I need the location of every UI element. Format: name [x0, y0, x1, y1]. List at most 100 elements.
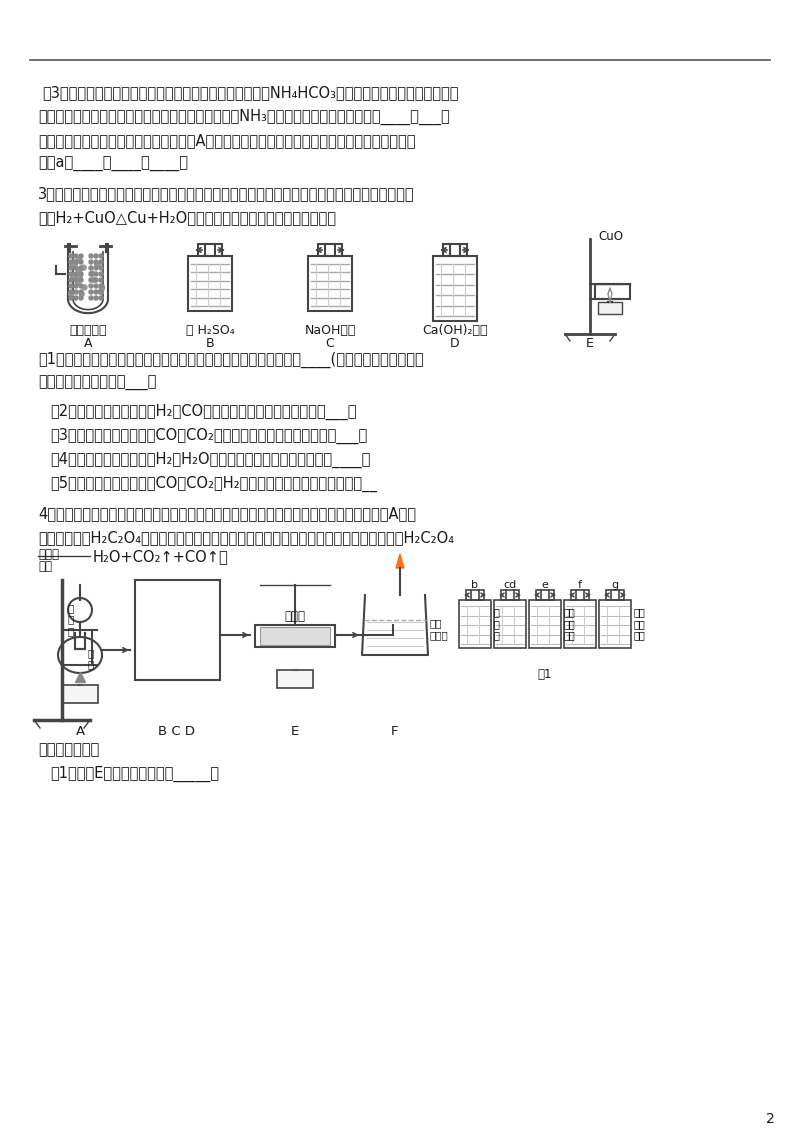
Circle shape — [99, 260, 103, 264]
Bar — [62, 685, 98, 703]
Circle shape — [94, 260, 98, 264]
Circle shape — [79, 295, 83, 300]
Circle shape — [79, 254, 83, 258]
Circle shape — [69, 295, 73, 300]
Text: e: e — [542, 580, 549, 590]
Text: （1）写出E装置中的实验现象_____．: （1）写出E装置中的实验现象_____． — [50, 766, 219, 782]
Circle shape — [99, 272, 103, 276]
Bar — [459, 600, 491, 648]
Circle shape — [73, 260, 78, 266]
Circle shape — [74, 284, 78, 288]
Text: A: A — [84, 337, 92, 350]
Circle shape — [99, 295, 103, 300]
Circle shape — [95, 261, 100, 267]
Bar — [135, 580, 220, 680]
Text: Ca(OH)₂溶液: Ca(OH)₂溶液 — [422, 324, 488, 337]
Circle shape — [99, 286, 104, 291]
Text: 澄清: 澄清 — [429, 618, 442, 628]
Text: B C D: B C D — [158, 724, 195, 738]
Circle shape — [99, 254, 103, 258]
Circle shape — [69, 266, 73, 271]
Circle shape — [69, 290, 73, 294]
Circle shape — [79, 292, 84, 297]
Circle shape — [74, 290, 78, 294]
Circle shape — [89, 284, 93, 288]
Text: g: g — [611, 580, 618, 590]
Text: 序是a接____接____接____．: 序是a接____接____接____． — [38, 157, 188, 172]
Circle shape — [89, 272, 93, 276]
Text: 无水硫酸铜: 无水硫酸铜 — [70, 324, 106, 337]
Circle shape — [79, 272, 83, 276]
Circle shape — [69, 254, 73, 258]
Circle shape — [69, 284, 73, 288]
Text: b: b — [471, 580, 478, 590]
Circle shape — [75, 280, 80, 285]
Bar — [536, 590, 554, 600]
Bar — [308, 256, 352, 311]
Circle shape — [69, 291, 74, 297]
Text: 氢氧
化钠
溶液: 氢氧 化钠 溶液 — [634, 608, 646, 641]
Text: 浓 H₂SO₄: 浓 H₂SO₄ — [186, 324, 234, 337]
Bar — [606, 590, 624, 600]
Bar — [433, 256, 477, 321]
Circle shape — [79, 278, 83, 282]
Text: 浓硫酸: 浓硫酸 — [38, 548, 59, 561]
Circle shape — [69, 272, 73, 276]
Circle shape — [74, 254, 78, 258]
Circle shape — [74, 295, 78, 300]
Text: （1）将含有水蒸气的氢气干燥后还原氧化铜，则该气体要通过装置____(填序号，下同），还原: （1）将含有水蒸气的氢气干燥后还原氧化铜，则该气体要通过装置____(填序号，下… — [38, 352, 424, 368]
Circle shape — [99, 290, 103, 294]
Circle shape — [82, 285, 87, 290]
Bar — [318, 245, 342, 256]
Circle shape — [99, 284, 105, 290]
Text: f: f — [578, 580, 582, 590]
Circle shape — [79, 260, 83, 264]
Circle shape — [98, 290, 103, 294]
Circle shape — [81, 265, 86, 271]
Circle shape — [77, 268, 82, 273]
Bar — [443, 245, 467, 256]
Bar — [598, 302, 622, 314]
Circle shape — [94, 254, 98, 258]
Circle shape — [99, 278, 103, 282]
Circle shape — [69, 278, 73, 282]
Circle shape — [94, 290, 98, 294]
Text: cd: cd — [503, 580, 517, 590]
Bar — [564, 600, 596, 648]
Circle shape — [89, 266, 93, 271]
Text: E: E — [291, 724, 299, 738]
Circle shape — [79, 284, 83, 288]
Text: H₂O+CO₂↑+CO↑．: H₂O+CO₂↑+CO↑． — [93, 549, 229, 564]
Text: 3、图为实验室的实验装置（用途不一），根据下列要求回答问题，装置可以重复使用．（友情提: 3、图为实验室的实验装置（用途不一），根据下列要求回答问题，装置可以重复使用．（… — [38, 186, 414, 201]
Text: NaOH溶液: NaOH溶液 — [304, 324, 356, 337]
Text: （3）用这些装置还可以进行实验探究．例如：碳酸氢铵（NH₄HCO₃）是一种常见的固态氮肥．碳酸: （3）用这些装置还可以进行实验探究．例如：碳酸氢铵（NH₄HCO₃）是一种常见的… — [42, 85, 458, 100]
Circle shape — [74, 266, 78, 271]
Text: CuO: CuO — [598, 230, 623, 243]
Text: 氧化铜时看到的现象为___；: 氧化铜时看到的现象为___； — [38, 376, 156, 391]
Text: 浓
硫
酸: 浓 硫 酸 — [494, 608, 500, 641]
Bar — [277, 670, 313, 688]
Circle shape — [77, 274, 82, 280]
Circle shape — [70, 273, 76, 278]
Circle shape — [79, 266, 83, 271]
Text: B: B — [206, 337, 214, 350]
Text: D: D — [450, 337, 460, 350]
Circle shape — [94, 278, 98, 282]
Circle shape — [89, 290, 93, 294]
Bar — [529, 600, 561, 648]
Circle shape — [74, 260, 78, 264]
Circle shape — [91, 277, 96, 283]
Circle shape — [99, 284, 103, 288]
Text: E: E — [586, 337, 594, 350]
Text: 图1: 图1 — [538, 668, 552, 681]
Circle shape — [94, 266, 98, 271]
Bar — [255, 625, 335, 648]
Bar — [198, 245, 222, 256]
Text: （4）若要验证混合气体由H₂、H₂O组成，则需要连接的仪器顺序为____；: （4）若要验证混合气体由H₂、H₂O组成，则需要连接的仪器顺序为____； — [50, 452, 370, 469]
Circle shape — [89, 295, 93, 300]
Text: （2）若要验证混合气体由H₂、CO组成，则需要连接的仪器顺序为___；: （2）若要验证混合气体由H₂、CO组成，则需要连接的仪器顺序为___； — [50, 404, 357, 420]
Circle shape — [94, 284, 98, 288]
Text: C: C — [326, 337, 334, 350]
Circle shape — [77, 257, 82, 263]
Circle shape — [99, 266, 103, 271]
